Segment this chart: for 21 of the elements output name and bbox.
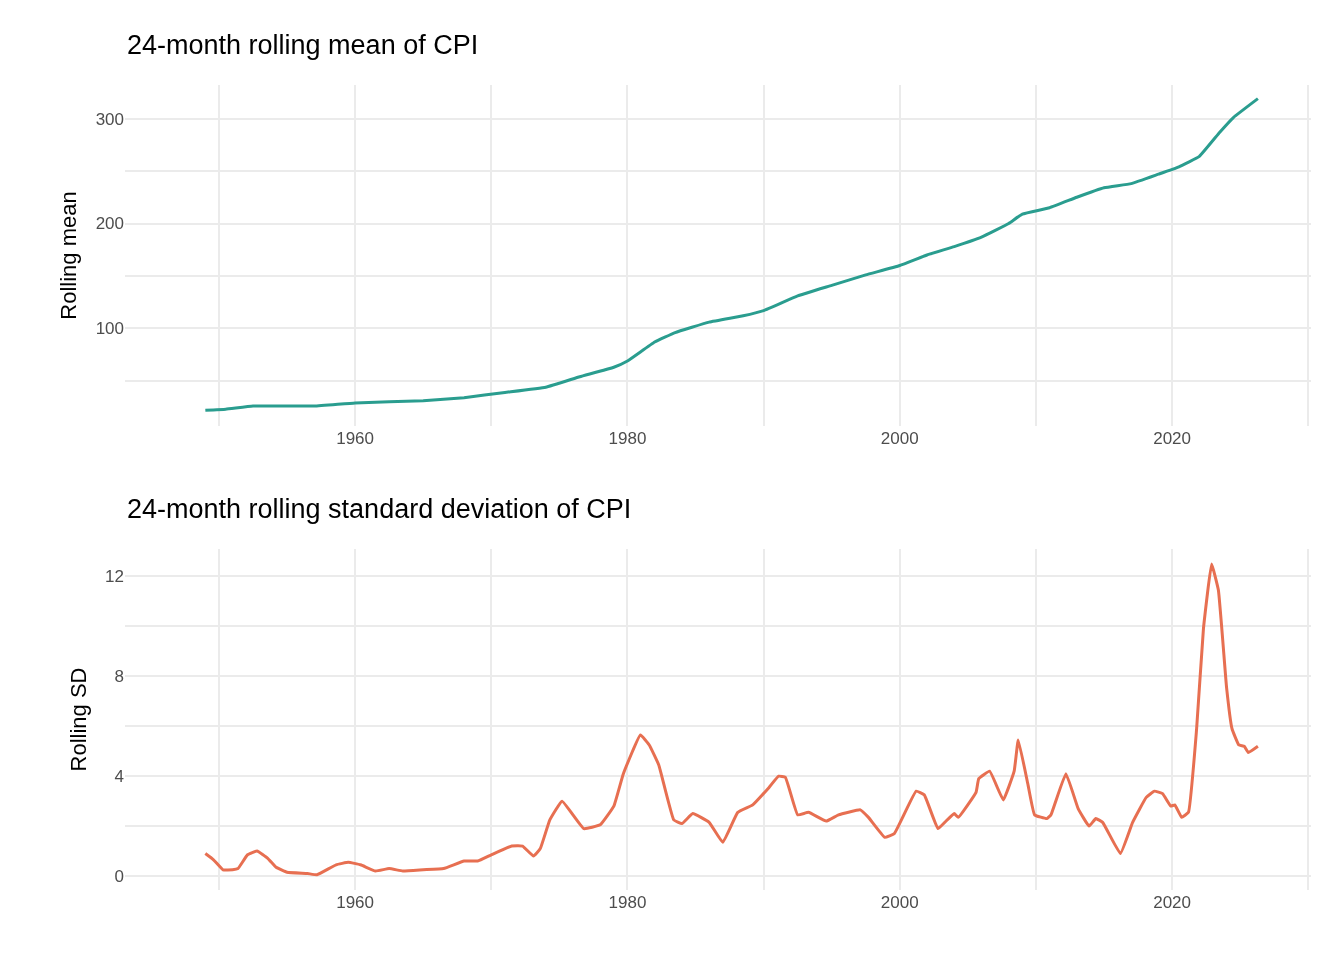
x-tick-label: 2020: [1153, 893, 1192, 912]
line-series: [203, 97, 1260, 412]
y-axis-title: Rolling SD: [65, 667, 91, 772]
x-tick-label: 1960: [336, 429, 375, 448]
y-tick-label: 100: [95, 319, 124, 339]
line-series: [203, 562, 1260, 877]
chart-title: 24-month rolling mean of CPI: [127, 30, 479, 60]
chart-title: 24-month rolling standard deviation of CPI: [127, 494, 632, 524]
x-tick-label: 1960: [336, 893, 375, 912]
y-tick-label: 12: [105, 567, 124, 587]
y-tick-label: 300: [95, 109, 124, 129]
y-tick-label: 200: [95, 214, 124, 234]
y-axis-title: Rolling mean: [56, 191, 82, 320]
x-tick-label: 1980: [608, 893, 647, 912]
x-tick-label: 1980: [608, 429, 647, 448]
y-tick-label: 4: [114, 767, 124, 787]
x-tick-label: 2020: [1153, 429, 1192, 448]
y-tick-label: 8: [114, 667, 124, 687]
y-tick-label: 0: [114, 866, 124, 886]
x-tick-label: 2000: [880, 893, 919, 912]
x-tick-label: 2000: [880, 429, 919, 448]
